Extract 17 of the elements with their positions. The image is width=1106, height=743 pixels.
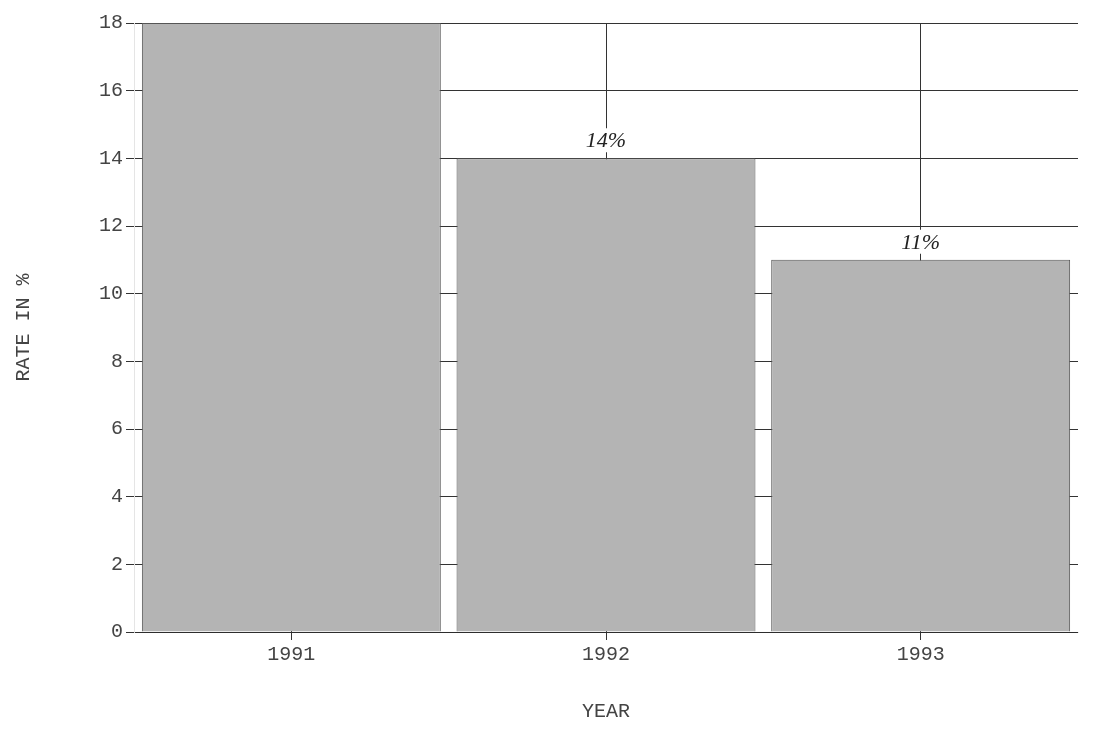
- x-axis-title: YEAR: [581, 700, 631, 724]
- y-tick-label: 18: [98, 11, 123, 35]
- y-tick-label: 12: [98, 214, 123, 238]
- y-axis-title: RATE IN %: [12, 272, 36, 382]
- y-tick-label: 8: [110, 349, 123, 373]
- y-tick-label: 2: [110, 552, 123, 576]
- annotation: 11%: [901, 228, 941, 254]
- x-tick-label: 1992: [581, 643, 631, 667]
- x-tick-label: 1991: [267, 643, 316, 667]
- y-tick-label: 4: [110, 484, 123, 508]
- x-tick-label: 1993: [896, 643, 945, 667]
- y-tick-label: 14: [98, 146, 123, 170]
- y-tick-label: 0: [110, 620, 123, 644]
- y-tick-label: 6: [110, 417, 123, 441]
- y-tick-label: 16: [98, 78, 123, 102]
- annotation: 14%: [585, 127, 627, 153]
- y-tick-label: 10: [98, 281, 123, 305]
